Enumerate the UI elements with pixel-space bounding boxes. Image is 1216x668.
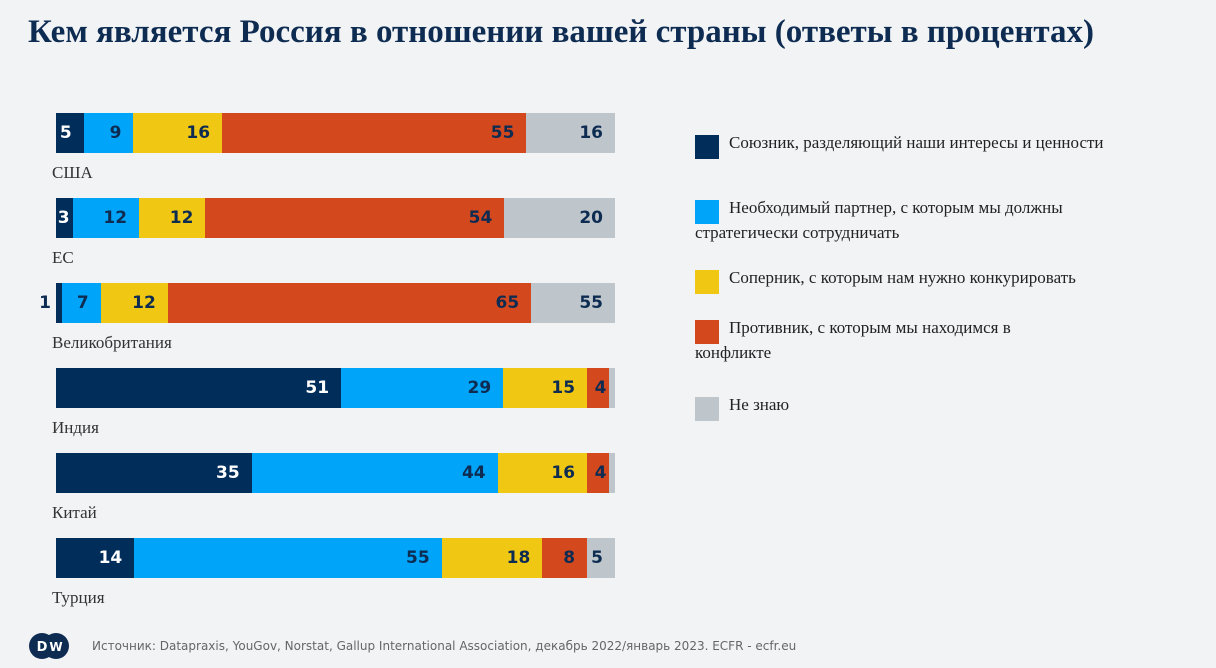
bar-segment <box>504 198 615 238</box>
bar-segment <box>441 538 543 578</box>
bar-segment <box>531 283 615 323</box>
data-label: 18 <box>506 548 531 568</box>
bar-segment <box>542 538 588 578</box>
legend-label-line: Противник, с которым мы находимся в <box>729 318 1011 337</box>
bar-segment <box>100 283 168 323</box>
bar-segment <box>56 283 62 323</box>
data-label: 3 <box>57 208 70 228</box>
legend-label-line: конфликте <box>695 343 772 362</box>
data-label: 15 <box>551 378 576 398</box>
legend-label-line: Союзник, разделяющий наши интересы и цен… <box>729 133 1104 152</box>
source-note: Источник: Datapraxis, YouGov, Norstat, G… <box>92 639 797 653</box>
bar-segment <box>56 368 342 408</box>
bar-segment <box>83 113 134 153</box>
data-label: 16 <box>551 463 576 483</box>
bar-segment <box>503 368 588 408</box>
bar-segment <box>139 198 206 238</box>
svg-text:W: W <box>49 640 62 654</box>
data-label: 54 <box>468 208 493 228</box>
category-label: Турция <box>52 588 105 607</box>
data-label: 65 <box>495 293 520 313</box>
data-label: 16 <box>186 123 211 143</box>
legend-swatch <box>695 270 719 294</box>
data-label: 51 <box>305 378 330 398</box>
svg-text:D: D <box>37 640 48 655</box>
data-label: 4 <box>594 463 607 483</box>
data-label: 55 <box>406 548 430 568</box>
bar-segment <box>61 283 101 323</box>
category-label: США <box>52 163 93 182</box>
bar-segment <box>72 198 139 238</box>
category-label: ЕС <box>52 248 74 267</box>
legend-label: Противник, с которым мы находимся в конфл… <box>695 315 1011 365</box>
data-label: 16 <box>579 123 603 143</box>
bar-row: 5 9 16 55 16 <box>56 113 615 153</box>
bar-segment <box>222 113 527 153</box>
bar-row: 51 29 15 4 <box>56 368 615 408</box>
data-label: 1 <box>39 293 51 313</box>
data-label: 4 <box>594 378 607 398</box>
data-label: 5 <box>591 548 603 568</box>
data-label: 44 <box>461 463 486 483</box>
legend-swatch <box>695 200 719 224</box>
bar-row: 1 7 12 65 55 <box>39 283 615 323</box>
legend-item: Соперник, с которым нам нужно конкуриров… <box>695 265 1076 294</box>
legend-label-line: Не знаю <box>729 395 790 414</box>
bar-row: 35 44 16 4 <box>56 453 615 493</box>
dw-logo-icon: D W <box>29 633 69 659</box>
legend-label-line: Необходимый партнер, с которым мы должны <box>729 198 1063 217</box>
data-label: 14 <box>98 548 123 568</box>
data-label: 29 <box>467 378 492 398</box>
legend-label: Не знаю <box>729 392 789 421</box>
bar-segment <box>497 453 588 493</box>
bar-segment <box>56 198 73 238</box>
bar-segment <box>587 538 615 578</box>
category-label: Индия <box>52 418 99 437</box>
legend-swatch <box>695 135 719 159</box>
bar-segment <box>609 368 615 408</box>
legend-label-line: стратегически сотрудничать <box>695 223 900 242</box>
bar-segment <box>56 453 252 493</box>
legend-swatch <box>695 397 719 421</box>
bar-row: 3 12 12 54 20 <box>56 198 615 238</box>
category-label: Китай <box>52 503 97 522</box>
bar-segment <box>205 198 505 238</box>
bar-segment <box>134 538 442 578</box>
chart-title: Кем является Россия в отношении вашей ст… <box>28 14 1094 50</box>
bar-segment <box>133 113 223 153</box>
bar-segment <box>56 538 135 578</box>
legend-label-line: Соперник, с которым нам нужно конкуриров… <box>729 268 1076 287</box>
data-label: 55 <box>579 293 603 313</box>
legend-item: Противник, с которым мы находимся в конфл… <box>695 315 1011 365</box>
bar-segment <box>341 368 504 408</box>
data-label: 8 <box>563 548 576 568</box>
bar-segment <box>526 113 615 153</box>
data-label: 20 <box>579 208 603 228</box>
category-label: Великобритания <box>52 333 172 352</box>
legend-swatch <box>695 320 719 344</box>
legend-label: Соперник, с которым нам нужно конкуриров… <box>729 265 1076 294</box>
bar-row: 14 55 18 8 5 <box>56 538 615 578</box>
bar-segment <box>56 113 84 153</box>
legend-label: Союзник, разделяющий наши интересы и цен… <box>729 130 1104 159</box>
footer: D W Источник: Datapraxis, YouGov, Norsta… <box>28 632 796 660</box>
bar-segment <box>251 453 498 493</box>
bar-segment <box>587 453 610 493</box>
data-label: 5 <box>59 123 72 143</box>
data-label: 35 <box>215 463 240 483</box>
bar-segment <box>587 368 610 408</box>
data-label: 55 <box>490 123 515 143</box>
legend-item: Необходимый партнер, с которым мы должны… <box>695 195 1063 245</box>
data-label: 7 <box>76 293 89 313</box>
data-label: 12 <box>169 208 194 228</box>
legend-label: Необходимый партнер, с которым мы должны… <box>695 195 1063 245</box>
data-label: 12 <box>132 293 156 313</box>
data-label: 12 <box>103 208 128 228</box>
data-label: 9 <box>109 123 122 143</box>
bar-segment <box>609 453 615 493</box>
bar-segment <box>167 283 532 323</box>
legend-item: Не знаю <box>695 392 789 421</box>
legend-item: Союзник, разделяющий наши интересы и цен… <box>695 130 1104 159</box>
